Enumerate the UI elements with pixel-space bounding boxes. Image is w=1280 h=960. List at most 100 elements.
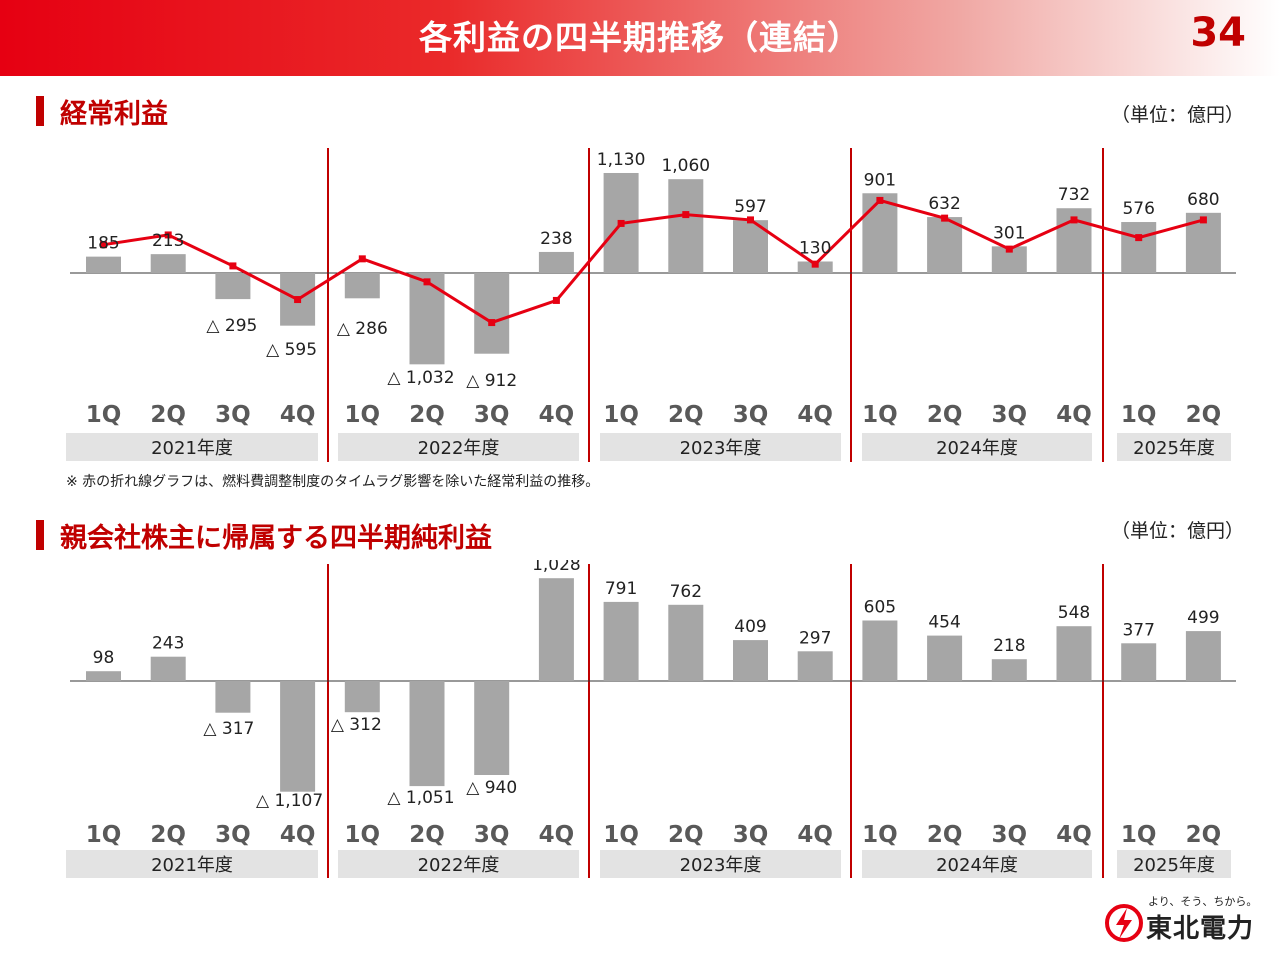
bar bbox=[280, 681, 316, 792]
data-label: △ 286 bbox=[337, 319, 388, 339]
data-label: △ 1,051 bbox=[387, 788, 454, 808]
net-income-chart: 98 243 △ 317 △ 1,107 △ 312 △ 1,051 △ 940 1,028 7… bbox=[66, 560, 1236, 878]
data-label: 732 bbox=[1058, 185, 1090, 205]
fiscal-year-label: 2024年度 bbox=[936, 855, 1018, 876]
line-point bbox=[617, 219, 625, 227]
bar bbox=[1185, 631, 1221, 681]
bar bbox=[150, 254, 186, 273]
fiscal-year-label: 2023年度 bbox=[680, 855, 762, 876]
fiscal-year-box bbox=[338, 433, 579, 461]
data-label: 1,028 bbox=[532, 560, 581, 575]
data-label: 301 bbox=[993, 223, 1025, 243]
data-label: 243 bbox=[152, 634, 184, 654]
data-label: 185 bbox=[87, 234, 119, 254]
data-label: 297 bbox=[799, 628, 831, 648]
data-label: △ 1,032 bbox=[387, 368, 454, 388]
quarter-tick-label: 2Q bbox=[927, 822, 963, 848]
data-label: 238 bbox=[540, 229, 572, 249]
unit-label: （単位：億円） bbox=[1110, 520, 1244, 542]
data-label: △ 1,107 bbox=[256, 791, 323, 811]
section-title-text: 経常利益 bbox=[60, 99, 168, 130]
bar bbox=[86, 256, 121, 273]
bar bbox=[733, 640, 768, 681]
quarter-tick-label: 1Q bbox=[862, 402, 898, 428]
line-point bbox=[747, 216, 754, 224]
section-title-ordinary-profit: 経常利益 bbox=[36, 92, 168, 131]
line-point bbox=[552, 296, 560, 304]
quarter-tick-label: 2Q bbox=[1186, 822, 1222, 848]
data-label: 499 bbox=[1187, 608, 1219, 628]
page-number: 34 bbox=[1190, 10, 1246, 56]
quarter-tick-label: 2Q bbox=[409, 822, 445, 848]
fiscal-year-box bbox=[66, 850, 318, 878]
quarter-tick-label: 1Q bbox=[1121, 402, 1157, 428]
quarter-tick-label: 2Q bbox=[150, 402, 186, 428]
fiscal-year-box bbox=[862, 433, 1092, 461]
data-label: 213 bbox=[152, 231, 184, 251]
data-label: 762 bbox=[670, 582, 702, 602]
quarter-tick-label: 2Q bbox=[668, 402, 704, 428]
bar bbox=[862, 193, 898, 273]
adjusted-profit-line bbox=[103, 198, 1204, 325]
ordinary-profit-chart: 185 213 △ 295 △ 595 △ 286 △ 1,032 △ 912 238 1,13… bbox=[66, 148, 1236, 462]
quarter-tick-label: 2Q bbox=[927, 402, 963, 428]
quarter-tick-label: 4Q bbox=[539, 402, 575, 428]
quarter-tick-label: 4Q bbox=[280, 822, 316, 848]
data-label: △ 595 bbox=[266, 340, 317, 360]
line-point bbox=[682, 211, 690, 219]
fiscal-year-label: 2024年度 bbox=[936, 438, 1018, 459]
fiscal-year-box bbox=[1117, 433, 1231, 461]
fiscal-year-box bbox=[600, 850, 841, 878]
fiscal-year-box bbox=[600, 433, 841, 461]
bar bbox=[991, 659, 1027, 681]
bar bbox=[215, 273, 251, 300]
quarter-tick-label: 1Q bbox=[86, 822, 122, 848]
line-point bbox=[488, 319, 496, 327]
quarter-tick-label: 4Q bbox=[539, 822, 575, 848]
fiscal-year-label: 2025年度 bbox=[1133, 855, 1215, 876]
bar bbox=[150, 656, 186, 681]
fiscal-year-label: 2021年度 bbox=[151, 855, 233, 876]
quarter-tick-label: 4Q bbox=[280, 402, 316, 428]
quarter-tick-label: 3Q bbox=[733, 402, 769, 428]
bar bbox=[603, 601, 639, 681]
fiscal-year-label: 2025年度 bbox=[1133, 438, 1215, 459]
data-label: 98 bbox=[93, 648, 115, 668]
fiscal-year-label: 2022年度 bbox=[418, 438, 500, 459]
quarter-tick-label: 3Q bbox=[215, 402, 251, 428]
data-label: 901 bbox=[864, 170, 896, 190]
section-marker bbox=[36, 96, 44, 126]
quarter-tick-label: 2Q bbox=[668, 822, 704, 848]
section-title-text: 親会社株主に帰属する四半期純利益 bbox=[60, 523, 492, 554]
fiscal-year-box bbox=[66, 433, 318, 461]
data-label: 409 bbox=[734, 617, 766, 637]
line-point bbox=[100, 241, 107, 249]
fiscal-year-label: 2023年度 bbox=[680, 438, 762, 459]
section-marker bbox=[36, 520, 44, 550]
line-point bbox=[358, 255, 366, 263]
quarter-tick-label: 3Q bbox=[992, 402, 1028, 428]
quarter-tick-label: 2Q bbox=[409, 402, 445, 428]
quarter-tick-label: 3Q bbox=[733, 822, 769, 848]
logo-slogan: より、そう、ちから。 bbox=[1148, 895, 1258, 908]
bar bbox=[86, 671, 121, 681]
title-banner bbox=[0, 0, 1280, 76]
quarter-tick-label: 1Q bbox=[603, 402, 639, 428]
data-label: 597 bbox=[734, 197, 766, 217]
quarter-tick-label: 1Q bbox=[345, 822, 381, 848]
data-label: 680 bbox=[1187, 190, 1219, 210]
quarter-tick-label: 3Q bbox=[215, 822, 251, 848]
data-label: 576 bbox=[1122, 199, 1154, 219]
bar bbox=[797, 651, 833, 681]
data-label: △ 912 bbox=[466, 371, 517, 391]
bar bbox=[668, 179, 704, 273]
bar bbox=[668, 604, 704, 681]
data-label: 632 bbox=[928, 194, 960, 214]
bar bbox=[538, 578, 574, 681]
bar bbox=[474, 681, 510, 775]
quarter-tick-label: 3Q bbox=[992, 822, 1028, 848]
line-point bbox=[294, 296, 302, 304]
line-point bbox=[811, 260, 819, 268]
section-title-net-income: 親会社株主に帰属する四半期純利益 bbox=[36, 516, 492, 555]
data-label: △ 317 bbox=[203, 719, 254, 739]
